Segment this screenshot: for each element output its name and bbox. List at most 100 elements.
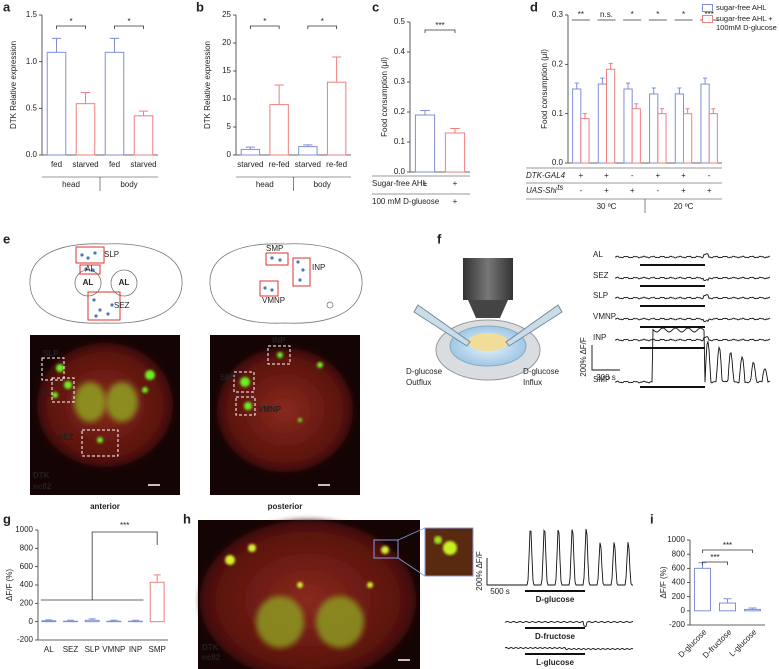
sig-bracket [249, 25, 280, 29]
error-bar [274, 84, 284, 105]
row-label: UAS-Shi [526, 186, 557, 195]
error-bar [88, 618, 96, 621]
y-tick-label: 0.4 [394, 47, 406, 56]
group-label: head [256, 180, 274, 189]
bar [104, 51, 125, 156]
region-label: SMP [220, 373, 238, 382]
sig-label: *** [723, 541, 732, 550]
y-tick-label: 0.0 [552, 158, 564, 167]
perfusion-label: Outflux [406, 378, 431, 387]
y-tick-label: 0.3 [394, 77, 406, 86]
row-cell: - [656, 186, 659, 195]
legend-item: sugar-free AHL + 100mM D-glucose [702, 14, 778, 32]
bar [744, 608, 761, 612]
microscopy-anterior [30, 335, 180, 495]
caption: posterior [268, 502, 303, 511]
trace [614, 293, 771, 300]
bar [149, 581, 165, 623]
error-bar [711, 108, 716, 114]
scale-bar [591, 345, 620, 371]
error-bar [651, 87, 656, 94]
y-tick-label: 0.2 [552, 59, 564, 68]
sig-label: n.s. [600, 10, 613, 19]
x-tick-label: SMP [148, 645, 165, 654]
panel-letter: e [3, 231, 10, 246]
bar [719, 602, 736, 612]
row-cell: - [708, 171, 711, 180]
error-bar [245, 146, 255, 150]
row-cell: + [681, 186, 686, 195]
sig-label: *** [435, 21, 444, 30]
perfusion-label: D-glucose [406, 367, 443, 376]
bar [623, 88, 633, 164]
y-tick-label: 20 [222, 38, 231, 47]
region-label: AL [119, 278, 130, 287]
legend-swatch [702, 15, 713, 23]
stain-label: nc82 [202, 653, 221, 662]
sig-label: *** [710, 553, 719, 562]
sig-label: * [263, 17, 266, 26]
x-tick-label: fed [109, 160, 120, 169]
error-bar [332, 56, 342, 83]
row-cell: - [579, 186, 582, 195]
panel-letter: d [530, 0, 538, 14]
scale-label: 200% ΔF/F [579, 337, 588, 377]
bar [41, 620, 57, 623]
region-label: INP [272, 336, 286, 345]
row-cell: + [630, 186, 635, 195]
row-label-sup: ts [557, 183, 563, 192]
error-bar [303, 144, 313, 147]
y-tick-label: 0.3 [552, 10, 564, 19]
y-tick-label: 800 [20, 543, 34, 552]
sig-label: * [682, 10, 685, 19]
row-cell: + [604, 171, 609, 180]
scale-label: 200 s [596, 373, 616, 382]
stain-label: DTK [202, 643, 219, 652]
x-tick-label: SEZ [63, 645, 79, 654]
error-bar [685, 108, 690, 114]
x-tick-label: SLP [85, 645, 100, 654]
y-axis-label: DTK Relative expression [203, 41, 212, 129]
bar [46, 51, 67, 156]
error-bar [626, 82, 631, 89]
microscopy-posterior [210, 335, 360, 495]
row-cell: + [453, 179, 458, 188]
bar [606, 68, 616, 164]
bar [700, 83, 710, 164]
caption: anterior [90, 502, 120, 511]
trace-label: SEZ [593, 271, 609, 280]
bar [269, 104, 289, 156]
error-bar [45, 619, 53, 621]
region-label: AL [41, 389, 52, 398]
error-bar [153, 574, 161, 583]
legend-label: sugar-free AHL [716, 3, 767, 12]
trace [614, 335, 771, 342]
group-label: head [62, 180, 80, 189]
error-bar [608, 62, 613, 70]
bar [649, 93, 659, 164]
sig-label: ** [578, 10, 584, 19]
panel-letter: f [437, 231, 442, 246]
row-label: DTK-GAL4 [526, 171, 566, 180]
bar [631, 108, 641, 164]
sig-bracket [702, 561, 728, 565]
row-cell: + [655, 171, 660, 180]
group-label: 30 ºC [597, 202, 617, 211]
y-axis-label: ΔF/F (%) [5, 569, 14, 601]
row-cell: + [453, 197, 458, 206]
scale-bar [486, 558, 512, 586]
bar [414, 114, 436, 173]
panel-letter: g [3, 511, 11, 526]
region-label: AL [83, 278, 94, 287]
y-tick-label: 0.5 [26, 103, 38, 112]
legend-swatch [702, 4, 713, 12]
x-tick-label: L-glucose [728, 627, 759, 658]
group-label: 20 ºC [674, 202, 694, 211]
y-tick-label: 0.0 [394, 167, 406, 176]
y-tick-label: 400 [20, 580, 34, 589]
trace-label: D-glucose [536, 595, 575, 604]
brain-schematic [29, 243, 363, 324]
perfusion-label: Influx [523, 378, 542, 387]
sig-bracket [114, 25, 144, 29]
